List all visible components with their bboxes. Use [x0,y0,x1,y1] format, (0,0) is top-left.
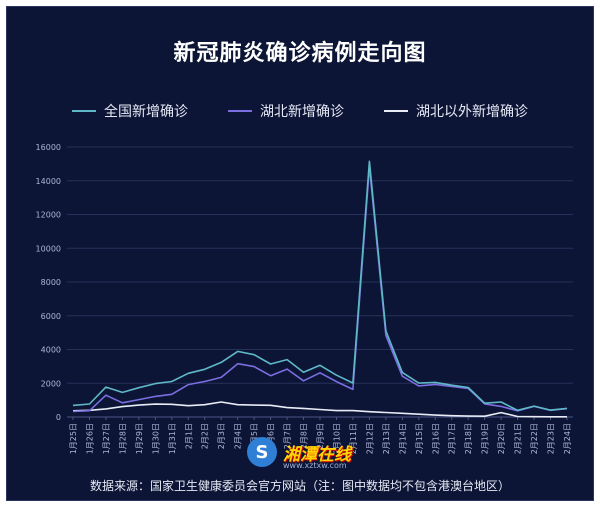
y-tick-label: 16000 [36,143,61,152]
y-tick-label: 4000 [41,346,61,355]
watermark-logo-icon: S [247,437,277,467]
y-tick-label: 10000 [36,244,61,253]
x-tick-label: 2月9日 [316,423,325,449]
x-tick-label: 2月13日 [382,423,391,454]
legend: 全国新增确诊 湖北新增确诊 湖北以外新增确诊 [7,101,593,121]
y-tick-label: 2000 [41,379,61,388]
line-chart: 0 2000 4000 6000 8000 10000 12000 14000 16000 1月2… [36,143,573,454]
x-tick-label: 2月15日 [415,423,424,454]
x-tick-label: 1月29日 [135,423,144,454]
x-tick-label: 2月4日 [234,423,243,449]
legend-swatch-hubei [228,110,252,112]
x-tick-label: 2月23日 [547,423,556,454]
y-tick-label: 12000 [36,211,61,220]
x-tick-label: 2月10日 [332,423,341,454]
watermark-text: 湘潭在线 [283,444,351,465]
legend-label-hubei: 湖北新增确诊 [260,104,344,120]
x-tick-label: 2月6日 [267,423,276,449]
x-tick-label: 2月16日 [431,423,440,454]
y-tick-label: 14000 [36,177,61,186]
x-tick-label: 2月24日 [563,423,572,454]
x-tick-label: 2月22日 [530,423,539,454]
x-tick-label: 2月5日 [250,423,259,449]
watermark: S 湘潭在线 www.xztxw.com [247,437,351,470]
x-tick-label: 2月8日 [300,423,309,449]
chart-frame: 新冠肺炎确诊病例走向图 全国新增确诊 湖北新增确诊 湖北以外新增确诊 0 2000… [6,6,594,501]
x-tick-label: 2月2日 [201,423,210,449]
x-tick-label: 2月20日 [497,423,506,454]
legend-item-national: 全国新增确诊 [72,101,188,121]
x-tick-label: 1月30日 [151,423,160,454]
legend-item-outside-hubei: 湖北以外新增确诊 [384,101,528,121]
legend-swatch-outside-hubei [384,110,408,112]
x-tick-label: 2月7日 [283,423,292,449]
x-tick-label: 2月1日 [184,423,193,449]
x-tick-label: 1月28日 [118,423,127,454]
series-line [72,165,568,413]
x-tick-label: 1月27日 [102,423,111,454]
x-tick-label: 2月19日 [481,423,490,454]
x-tick-label: 2月21日 [514,423,523,454]
legend-label-outside-hubei: 湖北以外新增确诊 [416,104,528,120]
x-tick-label: 2月18日 [464,423,473,454]
x-tick-label: 2月14日 [398,423,407,454]
x-tick-label: 2月12日 [365,423,374,454]
legend-label-national: 全国新增确诊 [104,104,188,120]
x-tick-label: 1月26日 [85,423,94,454]
x-tick-label: 2月17日 [448,423,457,454]
x-tick-label: 2月11日 [349,423,358,454]
y-tick-label: 8000 [41,278,61,287]
x-tick-label: 2月3日 [217,423,226,449]
y-tick-label: 0 [56,413,61,422]
legend-swatch-national [72,110,96,112]
y-tick-label: 6000 [41,312,61,321]
data-source-note: 数据来源：国家卫生健康委员会官方网站（注：图中数据均不包含港澳台地区） [89,479,510,493]
legend-item-hubei: 湖北新增确诊 [228,101,344,121]
series-line [72,160,568,412]
chart-title: 新冠肺炎确诊病例走向图 [173,40,427,66]
x-tick-label: 1月25日 [69,423,78,454]
watermark-url: www.xztxw.com [283,461,347,470]
series-line [72,401,567,418]
x-tick-label: 1月31日 [168,423,177,454]
